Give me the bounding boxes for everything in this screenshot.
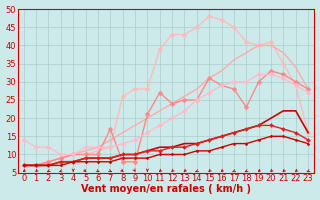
X-axis label: Vent moyen/en rafales ( km/h ): Vent moyen/en rafales ( km/h ) bbox=[81, 184, 251, 194]
